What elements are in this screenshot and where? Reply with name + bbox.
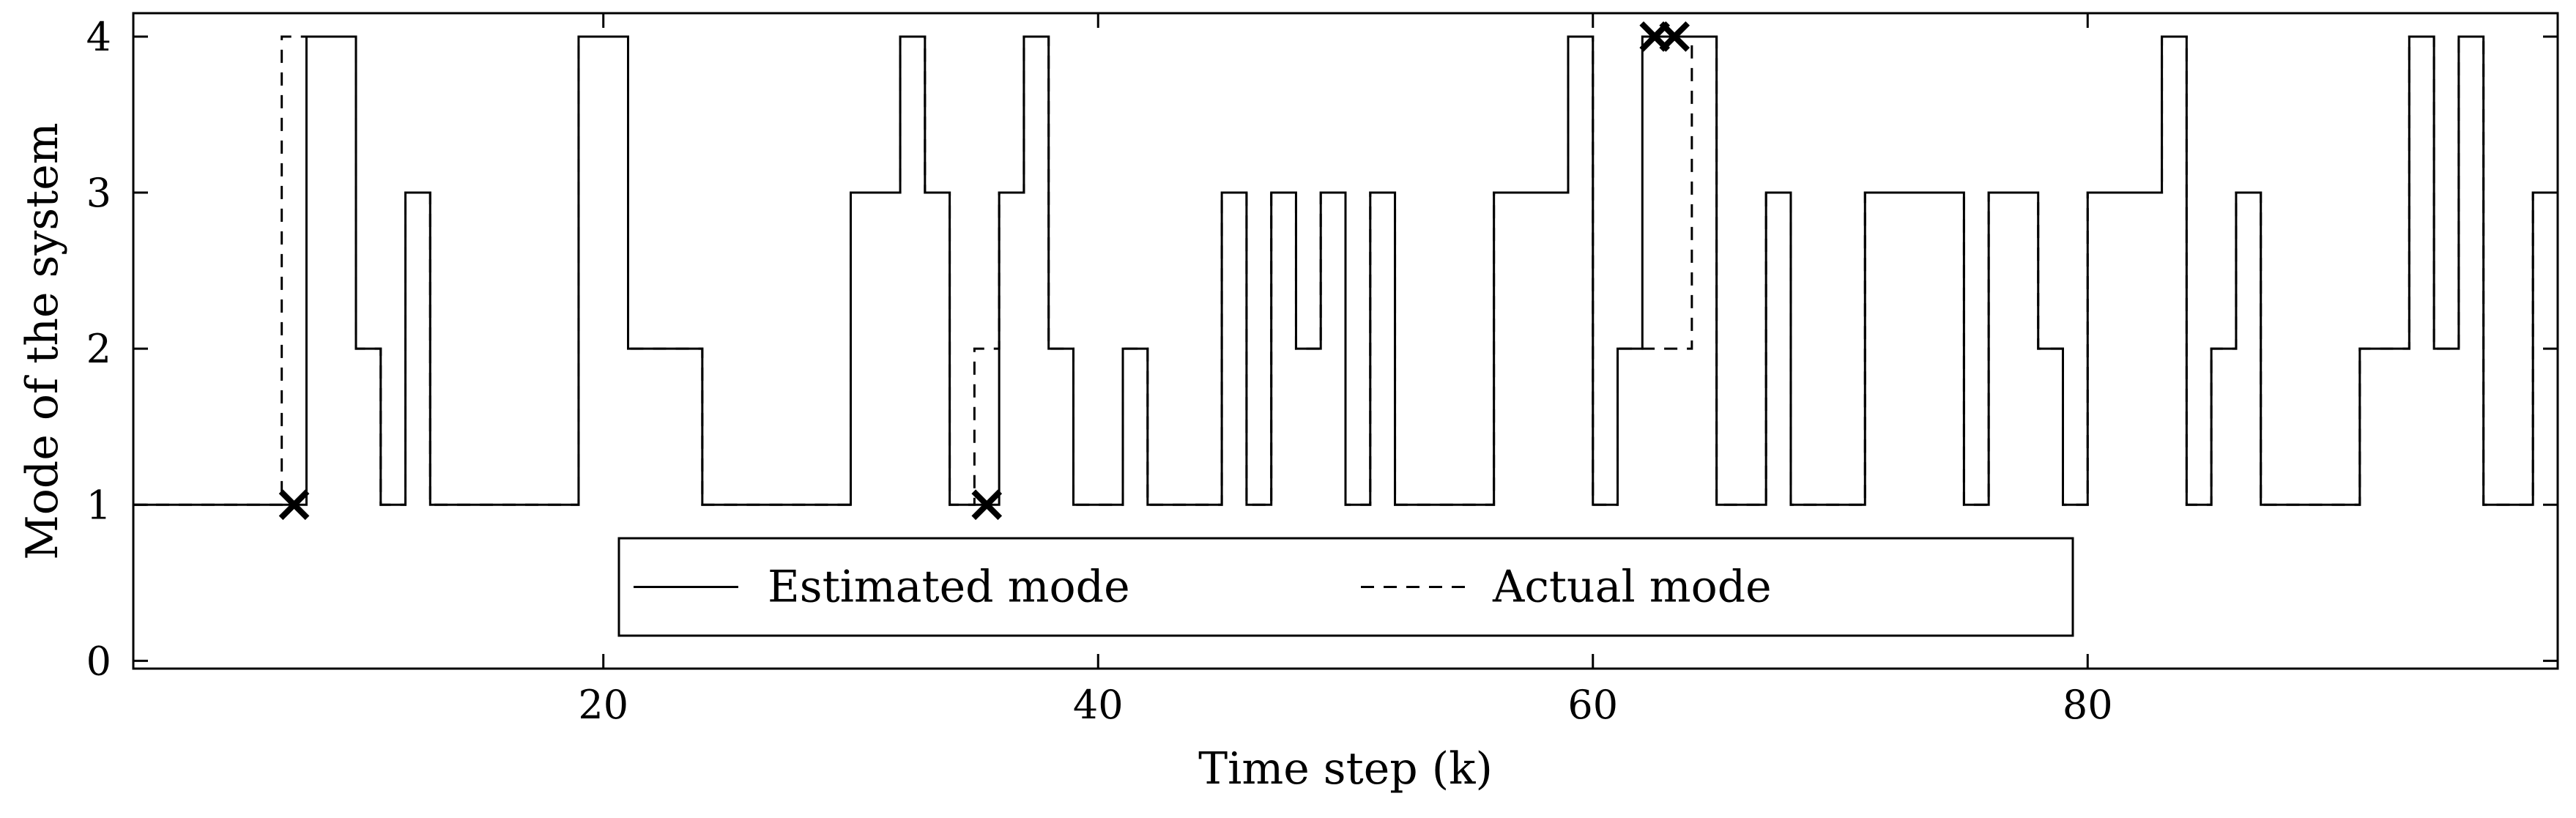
x-axis-label: Time step (k): [1198, 743, 1493, 795]
y-axis-label: Mode of the system: [17, 122, 68, 559]
legend-label-estimated: Estimated mode: [768, 562, 1130, 613]
plot-area: [133, 35, 2559, 506]
legend-box: [617, 537, 2074, 637]
x-tick-label: 20: [578, 682, 628, 728]
axes: 20 40 60 80 0 1 2 3 4: [86, 12, 2559, 728]
x-tick-label: 80: [2063, 682, 2113, 728]
legend: Estimated mode Actual mode: [617, 537, 2074, 637]
x-marker-3: [1659, 21, 1690, 52]
axes-frame: [132, 12, 2559, 670]
x-marker-0: [278, 489, 310, 521]
y-tick-label: 3: [86, 170, 111, 216]
y-tick-label: 1: [86, 482, 111, 528]
error-markers: [278, 21, 1690, 521]
y-tick-label: 2: [86, 326, 111, 372]
legend-label-actual: Actual mode: [1492, 562, 1772, 613]
x-marker-stroke: [278, 489, 310, 521]
x-marker-1: [971, 489, 1003, 521]
x-tick-label: 60: [1567, 682, 1618, 728]
y-tick-label: 0: [86, 638, 111, 684]
x-marker-stroke: [1659, 21, 1690, 52]
series-line-actual: [133, 35, 2559, 506]
x-marker-stroke: [971, 489, 1003, 521]
y-tick-label: 4: [86, 14, 111, 60]
x-tick-label: 40: [1073, 682, 1124, 728]
